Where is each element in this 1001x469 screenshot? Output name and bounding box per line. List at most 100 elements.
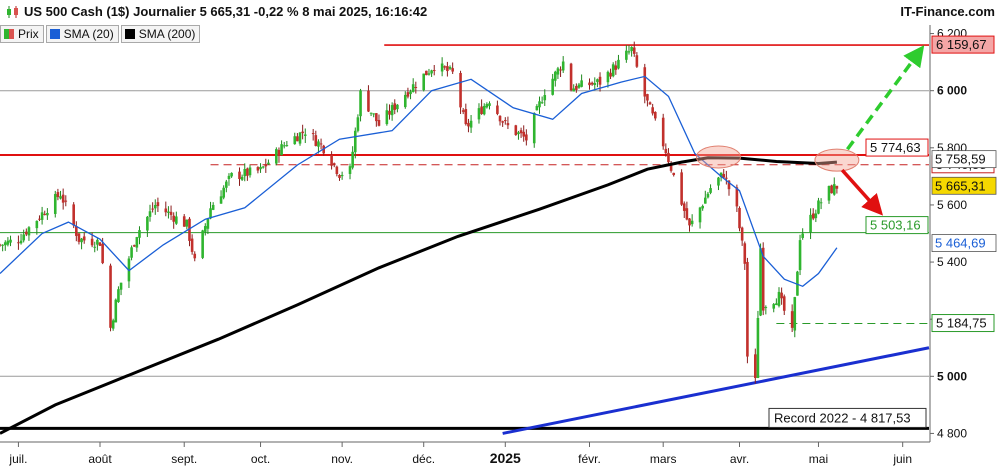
candle-body [93, 246, 97, 248]
level-label-box [865, 216, 929, 235]
candle-body [367, 90, 370, 112]
candle-body [498, 115, 502, 122]
candle-body [17, 242, 20, 244]
candle-body [356, 117, 360, 131]
candle-body [203, 226, 207, 232]
candle-body [654, 111, 657, 119]
candle-body [101, 243, 104, 264]
candle-body [606, 71, 610, 83]
candle-body [330, 154, 333, 166]
candle-body [469, 120, 473, 128]
candle-body [351, 151, 354, 168]
level-label: 5 503,16 [870, 218, 921, 233]
candle-body [385, 110, 389, 125]
candle-body [190, 238, 194, 252]
candle-body [467, 122, 470, 127]
candle-body [611, 64, 615, 77]
candle-body [482, 105, 486, 115]
candle-body [248, 167, 252, 176]
candle-body [427, 73, 431, 75]
candle-body [759, 248, 762, 316]
candle-body [138, 230, 141, 238]
price-tag-label: 5 665,31 [935, 178, 986, 193]
candle-body [185, 219, 189, 227]
y-tick-label: 5 600 [937, 198, 967, 212]
candle-body [625, 50, 628, 60]
candle-body [206, 218, 210, 229]
candle-body [632, 47, 636, 54]
candle-body [222, 187, 225, 198]
candle-body [6, 240, 10, 245]
x-tick-label: déc. [412, 452, 435, 466]
candle-body [317, 141, 320, 147]
candle-body [722, 173, 726, 178]
candle-body [738, 207, 741, 229]
candle-body [580, 80, 583, 87]
candle-body [25, 231, 28, 235]
candle-body [240, 176, 244, 180]
candle-body [430, 70, 433, 74]
y-tick-label: 5 000 [937, 369, 967, 383]
candle-body [340, 174, 344, 177]
candle-body [43, 213, 47, 215]
candle-body [211, 204, 215, 210]
candle-body [56, 192, 60, 198]
candle-body [777, 291, 781, 306]
candle-body [543, 95, 547, 101]
candle-body [156, 202, 160, 207]
candle-body [664, 148, 668, 154]
candle-body [90, 238, 94, 246]
candle-body [277, 149, 281, 156]
candle-body [646, 94, 649, 101]
candle-body [811, 213, 815, 219]
candle-body [575, 85, 578, 90]
candle-body [761, 247, 765, 311]
candle-body [440, 63, 444, 72]
chart-header: US 500 Cash (1$) Journalier 5 665,31 -0,… [0, 0, 1001, 25]
legend-item-sma20: SMA (20) [45, 25, 119, 43]
candle-body [390, 105, 394, 116]
candle-body [496, 105, 499, 114]
candle-body [359, 90, 362, 117]
candle-body [443, 66, 447, 68]
y-tick-label: 4 800 [937, 426, 967, 440]
legend-swatch-price [4, 29, 14, 39]
candle-body [75, 226, 78, 236]
candles [0, 41, 839, 384]
candle-body [680, 172, 683, 205]
candle-body [169, 211, 173, 215]
candle-body [464, 109, 468, 125]
candle-body [551, 78, 554, 95]
trendline [502, 346, 930, 435]
candle-body [335, 166, 339, 175]
candle-body [225, 181, 228, 188]
candle-body [661, 117, 665, 147]
candle-body [561, 61, 565, 71]
price-tag-box [931, 150, 997, 169]
candle-body [275, 149, 278, 164]
candle-body [630, 46, 633, 52]
candle-body [704, 197, 707, 204]
candle-body [772, 304, 776, 309]
candle-body [256, 167, 260, 171]
candle-body [301, 131, 304, 134]
legend-swatch-sma200 [124, 29, 135, 39]
candle-body [688, 218, 691, 226]
candle-body [754, 354, 757, 379]
candle-body [764, 307, 768, 309]
level-label: 5 774,63 [870, 140, 921, 155]
resistance-marker [695, 145, 741, 169]
candle-body [672, 172, 676, 176]
level-label-box [931, 314, 995, 333]
candle-body [82, 236, 86, 241]
candle-body [817, 200, 820, 214]
candle-body [72, 204, 75, 226]
candle-body [740, 227, 744, 241]
candle-body [38, 218, 41, 220]
price-tag-box [931, 176, 997, 195]
candle-body [167, 211, 170, 213]
candle-body [146, 216, 149, 231]
candle-body [35, 220, 39, 229]
candle-body [514, 125, 518, 135]
x-tick-label: sept. [171, 452, 197, 466]
